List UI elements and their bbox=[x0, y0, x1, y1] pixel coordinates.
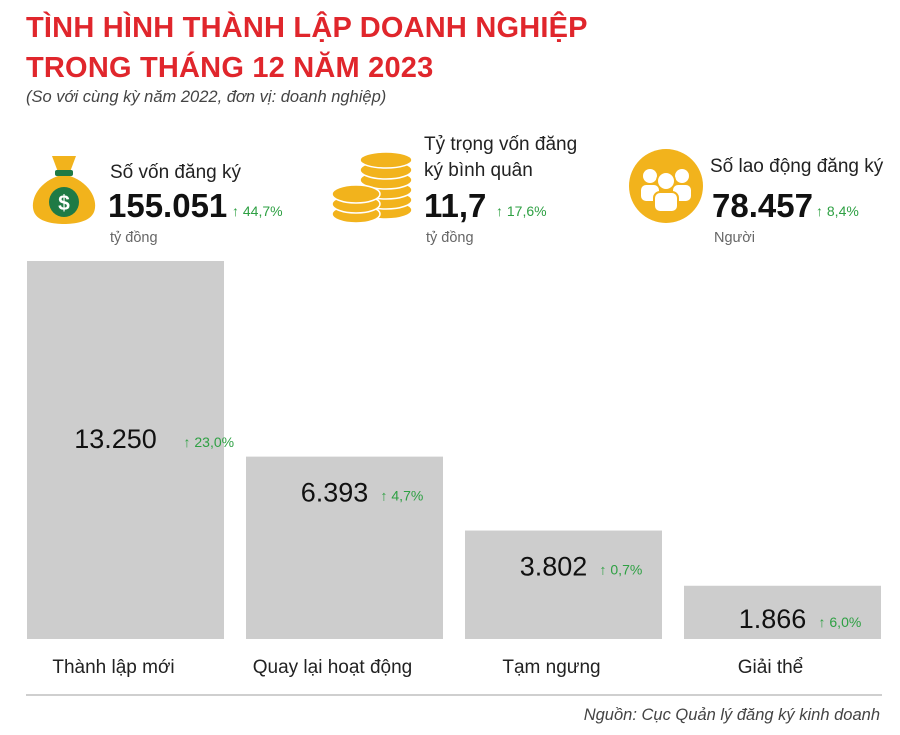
bar-value-label: 13.250 bbox=[74, 424, 157, 454]
bar-change-label: ↑ 23,0% bbox=[184, 434, 235, 450]
category-label: Thành lập mới bbox=[52, 657, 174, 678]
footer-divider bbox=[26, 694, 882, 696]
stat-label-second-line: ký bình quân bbox=[424, 160, 533, 181]
source-note: Nguồn: Cục Quản lý đăng ký kinh doanh bbox=[583, 706, 880, 724]
stat-change: ↑ 44,7% bbox=[232, 203, 283, 219]
bar-2 bbox=[246, 456, 443, 639]
page-title-line-1: TÌNH HÌNH THÀNH LẬP DOANH NGHIỆP bbox=[26, 12, 588, 44]
category-label: Quay lại hoạt động bbox=[253, 657, 413, 678]
stat-unit: tỷ đồng bbox=[110, 230, 158, 246]
stat-label: Số lao động đăng ký bbox=[710, 156, 884, 177]
category-label: Giải thể bbox=[738, 657, 803, 678]
category-label: Tạm ngưng bbox=[502, 657, 600, 678]
bar-value-label: 6.393 bbox=[301, 478, 369, 508]
stat-label: Số vốn đăng ký bbox=[110, 162, 241, 183]
stat-change: ↑ 17,6% bbox=[496, 203, 547, 219]
stat-registered-labor: Số lao động đăng ký 78.457 ↑ 8,4% Người bbox=[628, 130, 890, 260]
page-title-line-2: TRONG THÁNG 12 NĂM 2023 bbox=[26, 52, 434, 84]
stat-average-capital: Tỷ trọng vốn đăng ký bình quân 11,7 ↑ 17… bbox=[330, 130, 600, 260]
svg-text:$: $ bbox=[58, 192, 70, 215]
stat-unit: Người bbox=[714, 230, 755, 246]
stat-value: 155.051 bbox=[108, 187, 228, 224]
stat-change: ↑ 8,4% bbox=[816, 203, 859, 219]
page-subtitle: (So với cùng kỳ năm 2022, đơn vị: doanh … bbox=[26, 88, 387, 106]
stat-value: 11,7 bbox=[424, 187, 487, 224]
bar-change-label: ↑ 0,7% bbox=[600, 562, 643, 578]
bar-4 bbox=[684, 585, 881, 639]
bar-value-label: 1.866 bbox=[739, 604, 807, 634]
stat-unit: tỷ đồng bbox=[426, 230, 474, 246]
bar-1 bbox=[27, 261, 224, 639]
bar-chart: 13.250 ↑ 23,0% Thành lập mới 6.393 ↑ 4,7% Qua… bbox=[27, 261, 881, 678]
bar-change-label: ↑ 6,0% bbox=[819, 614, 862, 630]
people-group-icon bbox=[629, 149, 703, 223]
bar-change-label: ↑ 4,7% bbox=[381, 488, 424, 504]
stat-value: 78.457 bbox=[712, 187, 813, 224]
coins-stack-icon bbox=[331, 151, 413, 224]
bar-value-label: 3.802 bbox=[520, 552, 588, 582]
stat-registered-capital: $ Số vốn đăng ký 155.051 ↑ 44,7% tỷ đồng bbox=[26, 130, 306, 260]
money-bag-icon: $ bbox=[32, 156, 96, 224]
bar-3 bbox=[465, 530, 662, 639]
stat-label: Tỷ trọng vốn đăng bbox=[424, 134, 578, 155]
